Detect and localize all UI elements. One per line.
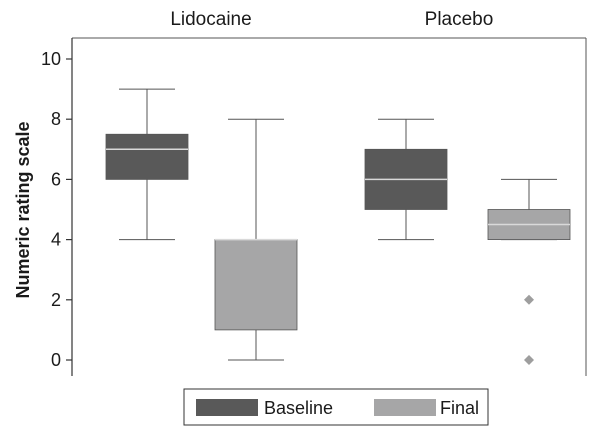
y-tick-label-4: 4 [51,230,61,250]
y-tick-label-8: 8 [51,109,61,129]
panel-title-lidocaine: Lidocaine [170,9,251,30]
legend-swatch-final [374,399,436,416]
legend: Baseline Final [183,388,489,426]
legend-frame [183,388,489,426]
y-tick-label-2: 2 [51,290,61,310]
y-axis-ticks: 0 2 4 6 8 10 [41,49,72,370]
box-lidocaine-baseline [105,88,189,241]
y-tick-label-10: 10 [41,49,61,69]
y-tick-label-6: 6 [51,169,61,189]
y-axis-title: Numeric rating scale [13,121,33,298]
legend-label-final: Final [440,398,479,418]
boxes [105,88,571,365]
legend-label-baseline: Baseline [264,398,333,418]
legend-swatch-baseline [196,399,258,416]
outlier-placebo-final-0 [524,294,534,305]
box-placebo-baseline [364,118,448,241]
y-tick-label-0: 0 [51,350,61,370]
panel-title-placebo: Placebo [425,9,494,30]
box-lidocaine-final [214,118,298,361]
iqr-box-lidocaine-baseline [105,133,189,180]
iqr-box-lidocaine-final [214,239,298,331]
outlier-placebo-final-1 [524,355,534,365]
box-placebo-final [487,178,571,365]
